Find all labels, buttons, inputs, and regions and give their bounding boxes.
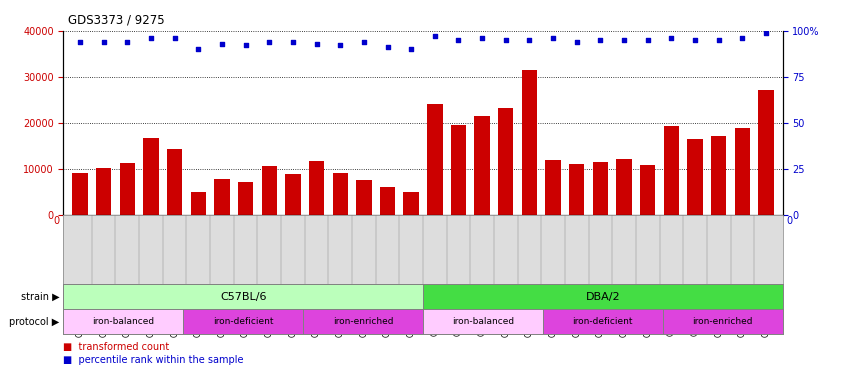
Text: C57BL/6: C57BL/6 (220, 291, 266, 302)
Point (404, 46, 418, 52)
Point (215, 41, 228, 47)
Point (74, 39, 87, 45)
Point (523, 37, 536, 43)
Bar (475, 116, 490, 215)
Bar (261, 166, 277, 215)
Point (97, 39, 111, 45)
Point (333, 42, 347, 48)
Text: ■  percentile rank within the sample: ■ percentile rank within the sample (63, 355, 244, 365)
Text: protocol ▶: protocol ▶ (9, 316, 59, 327)
Bar (404, 192, 419, 215)
Bar (143, 138, 159, 215)
Bar (96, 168, 112, 215)
Text: GDS3373 / 9275: GDS3373 / 9275 (68, 14, 164, 27)
Point (191, 46, 205, 52)
Text: iron-deficient: iron-deficient (213, 317, 273, 326)
Point (594, 37, 607, 43)
Point (618, 37, 631, 43)
Bar (285, 174, 300, 215)
Bar (167, 149, 183, 215)
Point (759, 30, 772, 36)
Bar (214, 179, 229, 215)
Bar (687, 139, 703, 215)
Bar (380, 187, 395, 215)
Point (570, 39, 584, 45)
Bar (427, 104, 442, 215)
Bar (238, 182, 253, 215)
Bar (451, 125, 466, 215)
Point (641, 37, 655, 43)
Point (735, 35, 749, 41)
Bar (734, 128, 750, 215)
Point (547, 35, 560, 41)
Bar (593, 162, 608, 215)
Bar (332, 173, 348, 215)
Bar (498, 108, 514, 215)
Point (144, 35, 157, 41)
Bar (119, 164, 135, 215)
Bar (72, 173, 88, 215)
Bar (617, 159, 632, 215)
Point (357, 39, 371, 45)
Text: 0: 0 (54, 217, 60, 227)
Text: ■  transformed count: ■ transformed count (63, 342, 170, 352)
Point (239, 42, 252, 48)
Bar (356, 180, 371, 215)
Point (286, 39, 299, 45)
Point (689, 37, 702, 43)
Bar (663, 126, 679, 215)
Bar (640, 165, 656, 215)
Point (120, 39, 134, 45)
Bar (569, 164, 585, 215)
Point (168, 35, 181, 41)
Text: DBA/2: DBA/2 (585, 291, 620, 302)
Bar (758, 90, 774, 215)
Bar (190, 192, 206, 215)
Text: strain ▶: strain ▶ (20, 291, 59, 302)
Bar (522, 70, 537, 215)
Text: iron-balanced: iron-balanced (452, 317, 514, 326)
Point (712, 37, 726, 43)
Text: 0: 0 (786, 217, 792, 227)
Point (310, 41, 323, 47)
Point (428, 33, 442, 39)
Point (499, 37, 513, 43)
Point (665, 35, 678, 41)
Point (475, 35, 489, 41)
Text: iron-deficient: iron-deficient (573, 317, 633, 326)
Text: iron-enriched: iron-enriched (692, 317, 753, 326)
Bar (546, 160, 561, 215)
Point (262, 39, 276, 45)
Text: iron-balanced: iron-balanced (92, 317, 155, 326)
Text: iron-enriched: iron-enriched (332, 317, 393, 326)
Point (452, 37, 465, 43)
Bar (711, 136, 727, 215)
Point (381, 44, 394, 50)
Bar (309, 161, 324, 215)
